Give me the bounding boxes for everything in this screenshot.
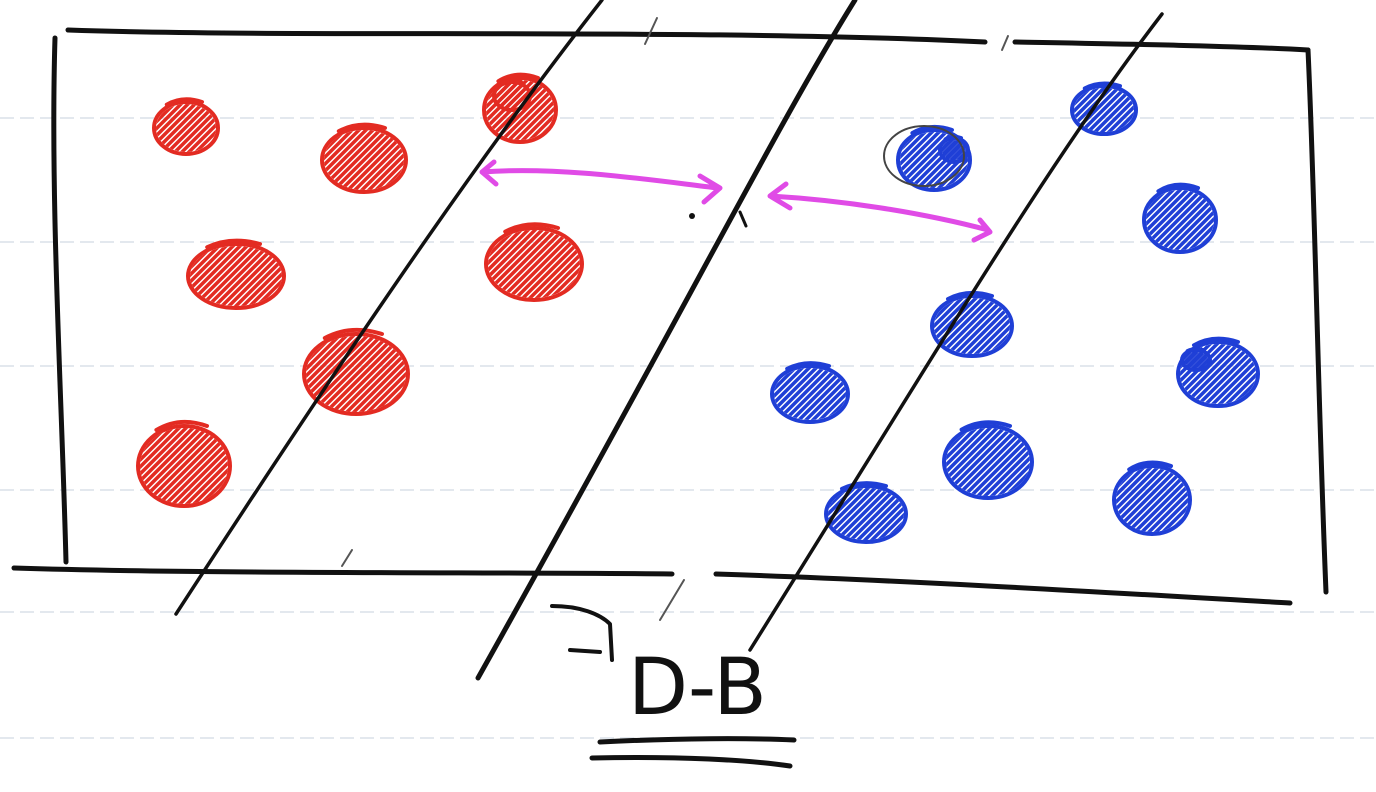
- class-b-point: [942, 420, 1034, 500]
- class-b-points: [770, 81, 1260, 544]
- frame: [11, 27, 1329, 606]
- class-a-point: [484, 222, 584, 302]
- left-margin-arrow: [479, 159, 723, 205]
- class-b-point: [1112, 460, 1192, 536]
- boundary-label-text: D-B: [628, 643, 767, 733]
- class-a-point: [136, 419, 232, 508]
- frame-right-edge: [1305, 47, 1329, 595]
- pen-tick-3: [341, 549, 353, 567]
- boundary-lines: [174, 0, 1164, 681]
- class-a-point: [186, 238, 286, 310]
- margin-line-right: [748, 12, 1164, 652]
- class-b-point: [1070, 81, 1138, 136]
- pen-tick-1: [644, 17, 658, 45]
- frame-left-edge: [51, 35, 69, 565]
- class-b-point: [1180, 346, 1212, 372]
- pencil-overstroke: [883, 125, 965, 187]
- class-b-point: [1176, 336, 1260, 408]
- margin-line-left: [174, 0, 604, 616]
- decision-boundary-line: [475, 0, 858, 681]
- class-b-point: [770, 361, 850, 424]
- frame-bottom-edge: [11, 565, 1293, 606]
- down-right-arrow-icon: [550, 604, 614, 662]
- frame-top-edge: [65, 27, 1311, 53]
- class-b-point: [938, 134, 970, 164]
- boundary-label: D-B: [550, 604, 797, 769]
- class-a-point: [152, 97, 220, 156]
- class-b-point: [896, 124, 972, 192]
- pen-mark: [738, 210, 748, 228]
- class-b-point: [930, 290, 1014, 358]
- pen-tick-2: [1001, 35, 1009, 51]
- margin-arrows: [479, 159, 993, 243]
- class-b-point: [1142, 182, 1218, 254]
- class-a-point: [320, 122, 408, 194]
- class-a-points: [136, 72, 584, 508]
- right-margin-arrow: [767, 181, 993, 243]
- double-underline: [589, 736, 797, 769]
- class-a-point: [302, 327, 410, 416]
- class-b-point: [824, 481, 908, 544]
- pen-dot: [689, 213, 695, 219]
- pen-tick-4: [659, 579, 685, 621]
